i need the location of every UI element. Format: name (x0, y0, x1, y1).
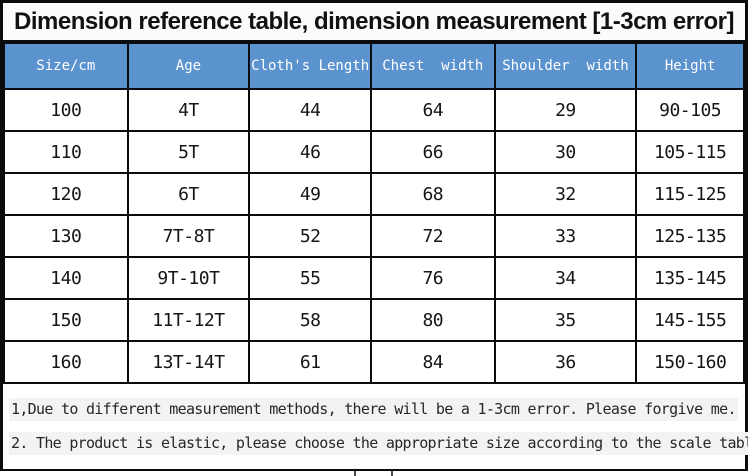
table-cell: 84 (370, 340, 496, 384)
table-cell: 33 (493, 214, 638, 258)
table-row: 110 5T 46 66 30 105-115 (3, 130, 745, 174)
column-header: Size/cm (3, 42, 129, 90)
table-cell: 135-145 (635, 256, 745, 300)
table-cell: 4T (126, 88, 251, 132)
table-cell: 64 (370, 88, 496, 132)
table-cell: 110 (3, 130, 129, 174)
table-cell: 13T-14T (126, 340, 251, 384)
table-cell: 90-105 (635, 88, 745, 132)
table-cell: 52 (248, 214, 373, 258)
footnote-elastic: 2. The product is elastic, please choose… (9, 432, 748, 456)
table-cell: 35 (493, 298, 638, 342)
column-header: Cloth's Length (248, 42, 373, 90)
table-row: 160 13T-14T 61 84 36 150-160 (3, 340, 745, 384)
table-cell: 5T (126, 130, 251, 174)
table-body: 100 4T 44 64 29 90-105 110 5T 46 66 30 105-115 120 6T… (3, 88, 745, 384)
table-cell: 100 (3, 88, 129, 132)
table-cell: 9T-10T (126, 256, 251, 300)
table-header-row: Size/cm Age Cloth's Length Chest width Shoul… (3, 42, 745, 90)
table-row: 150 11T-12T 58 80 35 145-155 (3, 298, 745, 342)
table-cell: 130 (3, 214, 129, 258)
table-cell: 46 (248, 130, 373, 174)
table-cell: 160 (3, 340, 129, 384)
table-cell: 115-125 (635, 172, 745, 216)
table-cell: 76 (370, 256, 496, 300)
table-cell: 61 (248, 340, 373, 384)
footnote-measurement-error: 1,Due to different measurement methods, … (9, 397, 738, 421)
table-cell: 68 (370, 172, 496, 216)
table-cell: 30 (493, 130, 638, 174)
size-reference-table: Size/cm Age Cloth's Length Chest width Shoul… (3, 42, 745, 384)
table-cell: 120 (3, 172, 129, 216)
column-header: Height (635, 42, 745, 90)
cropped-table-edge (0, 471, 748, 476)
table-row: 100 4T 44 64 29 90-105 (3, 88, 745, 132)
table-cell: 36 (493, 340, 638, 384)
table-cell: 49 (248, 172, 373, 216)
footnotes: 1,Due to different measurement methods, … (3, 384, 748, 469)
table-cell: 11T-12T (126, 298, 251, 342)
table-cell: 32 (493, 172, 638, 216)
table-cell: 150-160 (635, 340, 745, 384)
column-header: Chest width (370, 42, 496, 90)
table-cell: 125-135 (635, 214, 745, 258)
cropped-cell-border (354, 471, 356, 476)
table-cell: 55 (248, 256, 373, 300)
table-cell: 105-115 (635, 130, 745, 174)
table-cell: 150 (3, 298, 129, 342)
page-title: Dimension reference table, dimension mea… (3, 3, 745, 42)
cropped-cell-border (391, 471, 393, 476)
table-cell: 145-155 (635, 298, 745, 342)
table-cell: 58 (248, 298, 373, 342)
table-cell: 7T-8T (126, 214, 251, 258)
table-row: 130 7T-8T 52 72 33 125-135 (3, 214, 745, 258)
table-row: 120 6T 49 68 32 115-125 (3, 172, 745, 216)
table-cell: 72 (370, 214, 496, 258)
table-cell: 29 (493, 88, 638, 132)
table-cell: 6T (126, 172, 251, 216)
column-header: Shoulder width (493, 42, 638, 90)
table-cell: 66 (370, 130, 496, 174)
table-cell: 80 (370, 298, 496, 342)
table-cell: 44 (248, 88, 373, 132)
table-row: 140 9T-10T 55 76 34 135-145 (3, 256, 745, 300)
table-cell: 140 (3, 256, 129, 300)
table-cell: 34 (493, 256, 638, 300)
column-header: Age (126, 42, 251, 90)
